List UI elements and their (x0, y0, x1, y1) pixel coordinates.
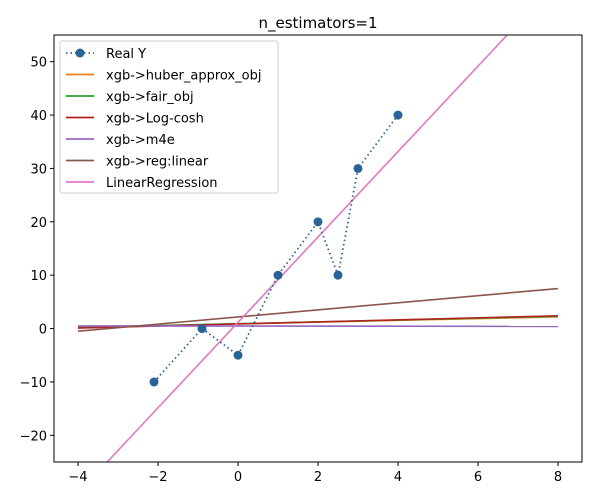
y-tick-label: −10 (20, 376, 47, 391)
data-point (273, 270, 283, 280)
legend-label: xgb->m4e (106, 133, 175, 148)
x-axis: −4 −2 0 2 4 6 8 (68, 462, 562, 485)
x-tick-label: 8 (554, 470, 562, 485)
legend-label: xgb->fair_obj (106, 90, 194, 105)
legend-item: Real Y (66, 47, 146, 62)
plot-series (77, 35, 559, 462)
y-tick-label: 20 (30, 216, 47, 231)
x-tick-label: −2 (148, 470, 167, 485)
data-point (353, 163, 363, 173)
series-line-0 (153, 114, 399, 383)
y-tick-label: 30 (30, 162, 47, 177)
legend-item: xgb->huber_approx_obj (66, 69, 261, 84)
y-tick-label: 50 (30, 56, 47, 71)
y-tick-label: −20 (20, 429, 47, 444)
legend-label: Real Y (106, 47, 146, 62)
legend: Real Y xgb->huber_approx_obj xgb->fair_obj… (59, 40, 279, 194)
legend-item: LinearRegression (66, 176, 218, 191)
x-tick-label: 2 (314, 470, 322, 485)
x-tick-label: 0 (234, 470, 242, 485)
data-point (197, 324, 207, 334)
legend-marker (75, 48, 85, 58)
data-point (233, 350, 243, 360)
series-line-5 (77, 287, 559, 333)
series-line-4 (77, 325, 559, 328)
legend-label: xgb->Log-cosh (106, 112, 204, 127)
x-tick-label: 4 (394, 470, 402, 485)
legend-box (59, 40, 279, 194)
legend-label: xgb->reg:linear (106, 155, 209, 170)
series-line-6 (106, 35, 508, 462)
legend-item: xgb->reg:linear (66, 155, 209, 170)
legend-label: xgb->huber_approx_obj (106, 69, 261, 84)
data-point (393, 110, 403, 120)
data-point (149, 377, 159, 387)
legend-item: xgb->Log-cosh (66, 112, 204, 127)
legend-item: xgb->m4e (66, 133, 175, 148)
data-point (333, 270, 343, 280)
y-axis: −20 −10 0 10 20 30 40 50 (20, 56, 54, 444)
y-tick-label: 0 (39, 323, 47, 338)
legend-item: xgb->fair_obj (66, 90, 194, 105)
x-tick-label: −4 (68, 470, 87, 485)
y-tick-label: 10 (30, 269, 47, 284)
y-tick-label: 40 (30, 109, 47, 124)
x-tick-label: 6 (474, 470, 482, 485)
data-point (313, 217, 323, 227)
chart-title: n_estimators=1 (258, 14, 377, 33)
legend-label: LinearRegression (106, 176, 218, 191)
